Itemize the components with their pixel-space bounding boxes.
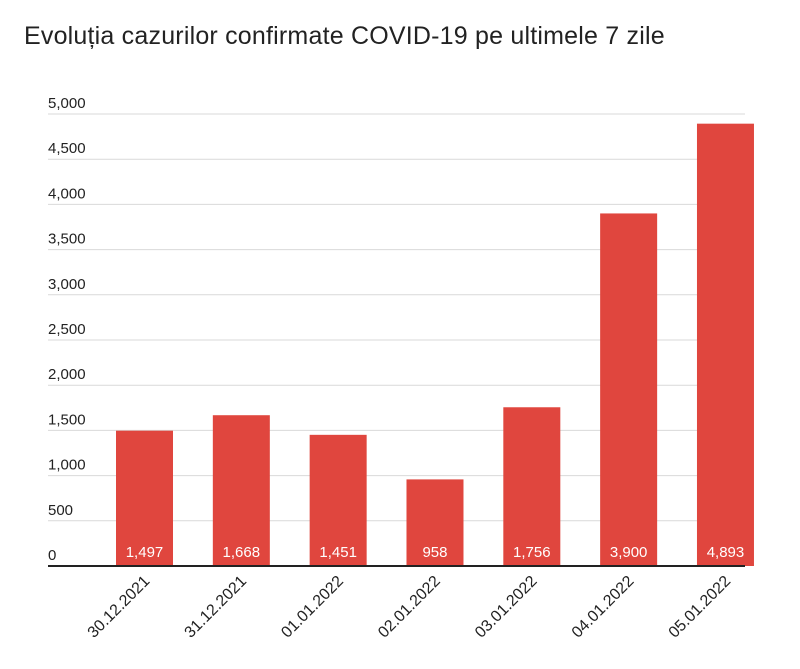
x-tick-label: 30.12.2021: [85, 573, 154, 642]
y-tick-label: 2,500: [48, 321, 86, 338]
bar: [116, 430, 173, 566]
y-tick-label: 5,000: [48, 95, 86, 112]
data-label: 3,900: [610, 544, 648, 561]
bar: [212, 415, 270, 566]
y-tick-label: 1,500: [48, 411, 86, 428]
bar: [406, 479, 464, 566]
data-labels: 1,497 1,668 1,451 958 1,756 3,900 4,893: [126, 544, 745, 561]
x-tick-label: 04.01.2022: [569, 573, 638, 642]
data-label: 1,451: [319, 544, 357, 561]
data-label: 958: [422, 544, 447, 561]
data-label: 4,893: [707, 544, 745, 561]
y-tick-label: 1,000: [48, 457, 86, 474]
y-tick-label: 3,500: [48, 231, 86, 248]
data-label: 1,497: [126, 544, 164, 561]
x-tick-label: 03.01.2022: [472, 573, 541, 642]
y-tick-label: 2,000: [48, 366, 86, 383]
x-tick-label: 01.01.2022: [278, 573, 347, 642]
y-tick-label: 4,000: [48, 185, 86, 202]
y-axis-tick-labels: 0 500 1,000 1,500 2,000 2,500 3,000 3,500 4,000 4…: [48, 95, 86, 564]
x-tick-label: 02.01.2022: [375, 573, 444, 642]
bar: [600, 213, 658, 566]
x-tick-label: 05.01.2022: [666, 573, 735, 642]
bars: [116, 123, 754, 567]
y-tick-label: 3,000: [48, 276, 86, 293]
x-tick-label: 31.12.2021: [182, 573, 251, 642]
y-tick-label: 0: [48, 547, 56, 564]
bar: [696, 123, 754, 567]
y-tick-label: 500: [48, 502, 73, 519]
bar: [309, 434, 367, 566]
x-axis: 30.12.2021 31.12.2021 01.01.2022 02.01.2022…: [48, 565, 745, 642]
bar: [503, 407, 561, 566]
data-label: 1,756: [513, 544, 551, 561]
chart-title: Evoluția cazurilor confirmate COVID-19 p…: [24, 22, 665, 50]
y-tick-label: 4,500: [48, 140, 86, 157]
data-label: 1,668: [223, 544, 261, 561]
